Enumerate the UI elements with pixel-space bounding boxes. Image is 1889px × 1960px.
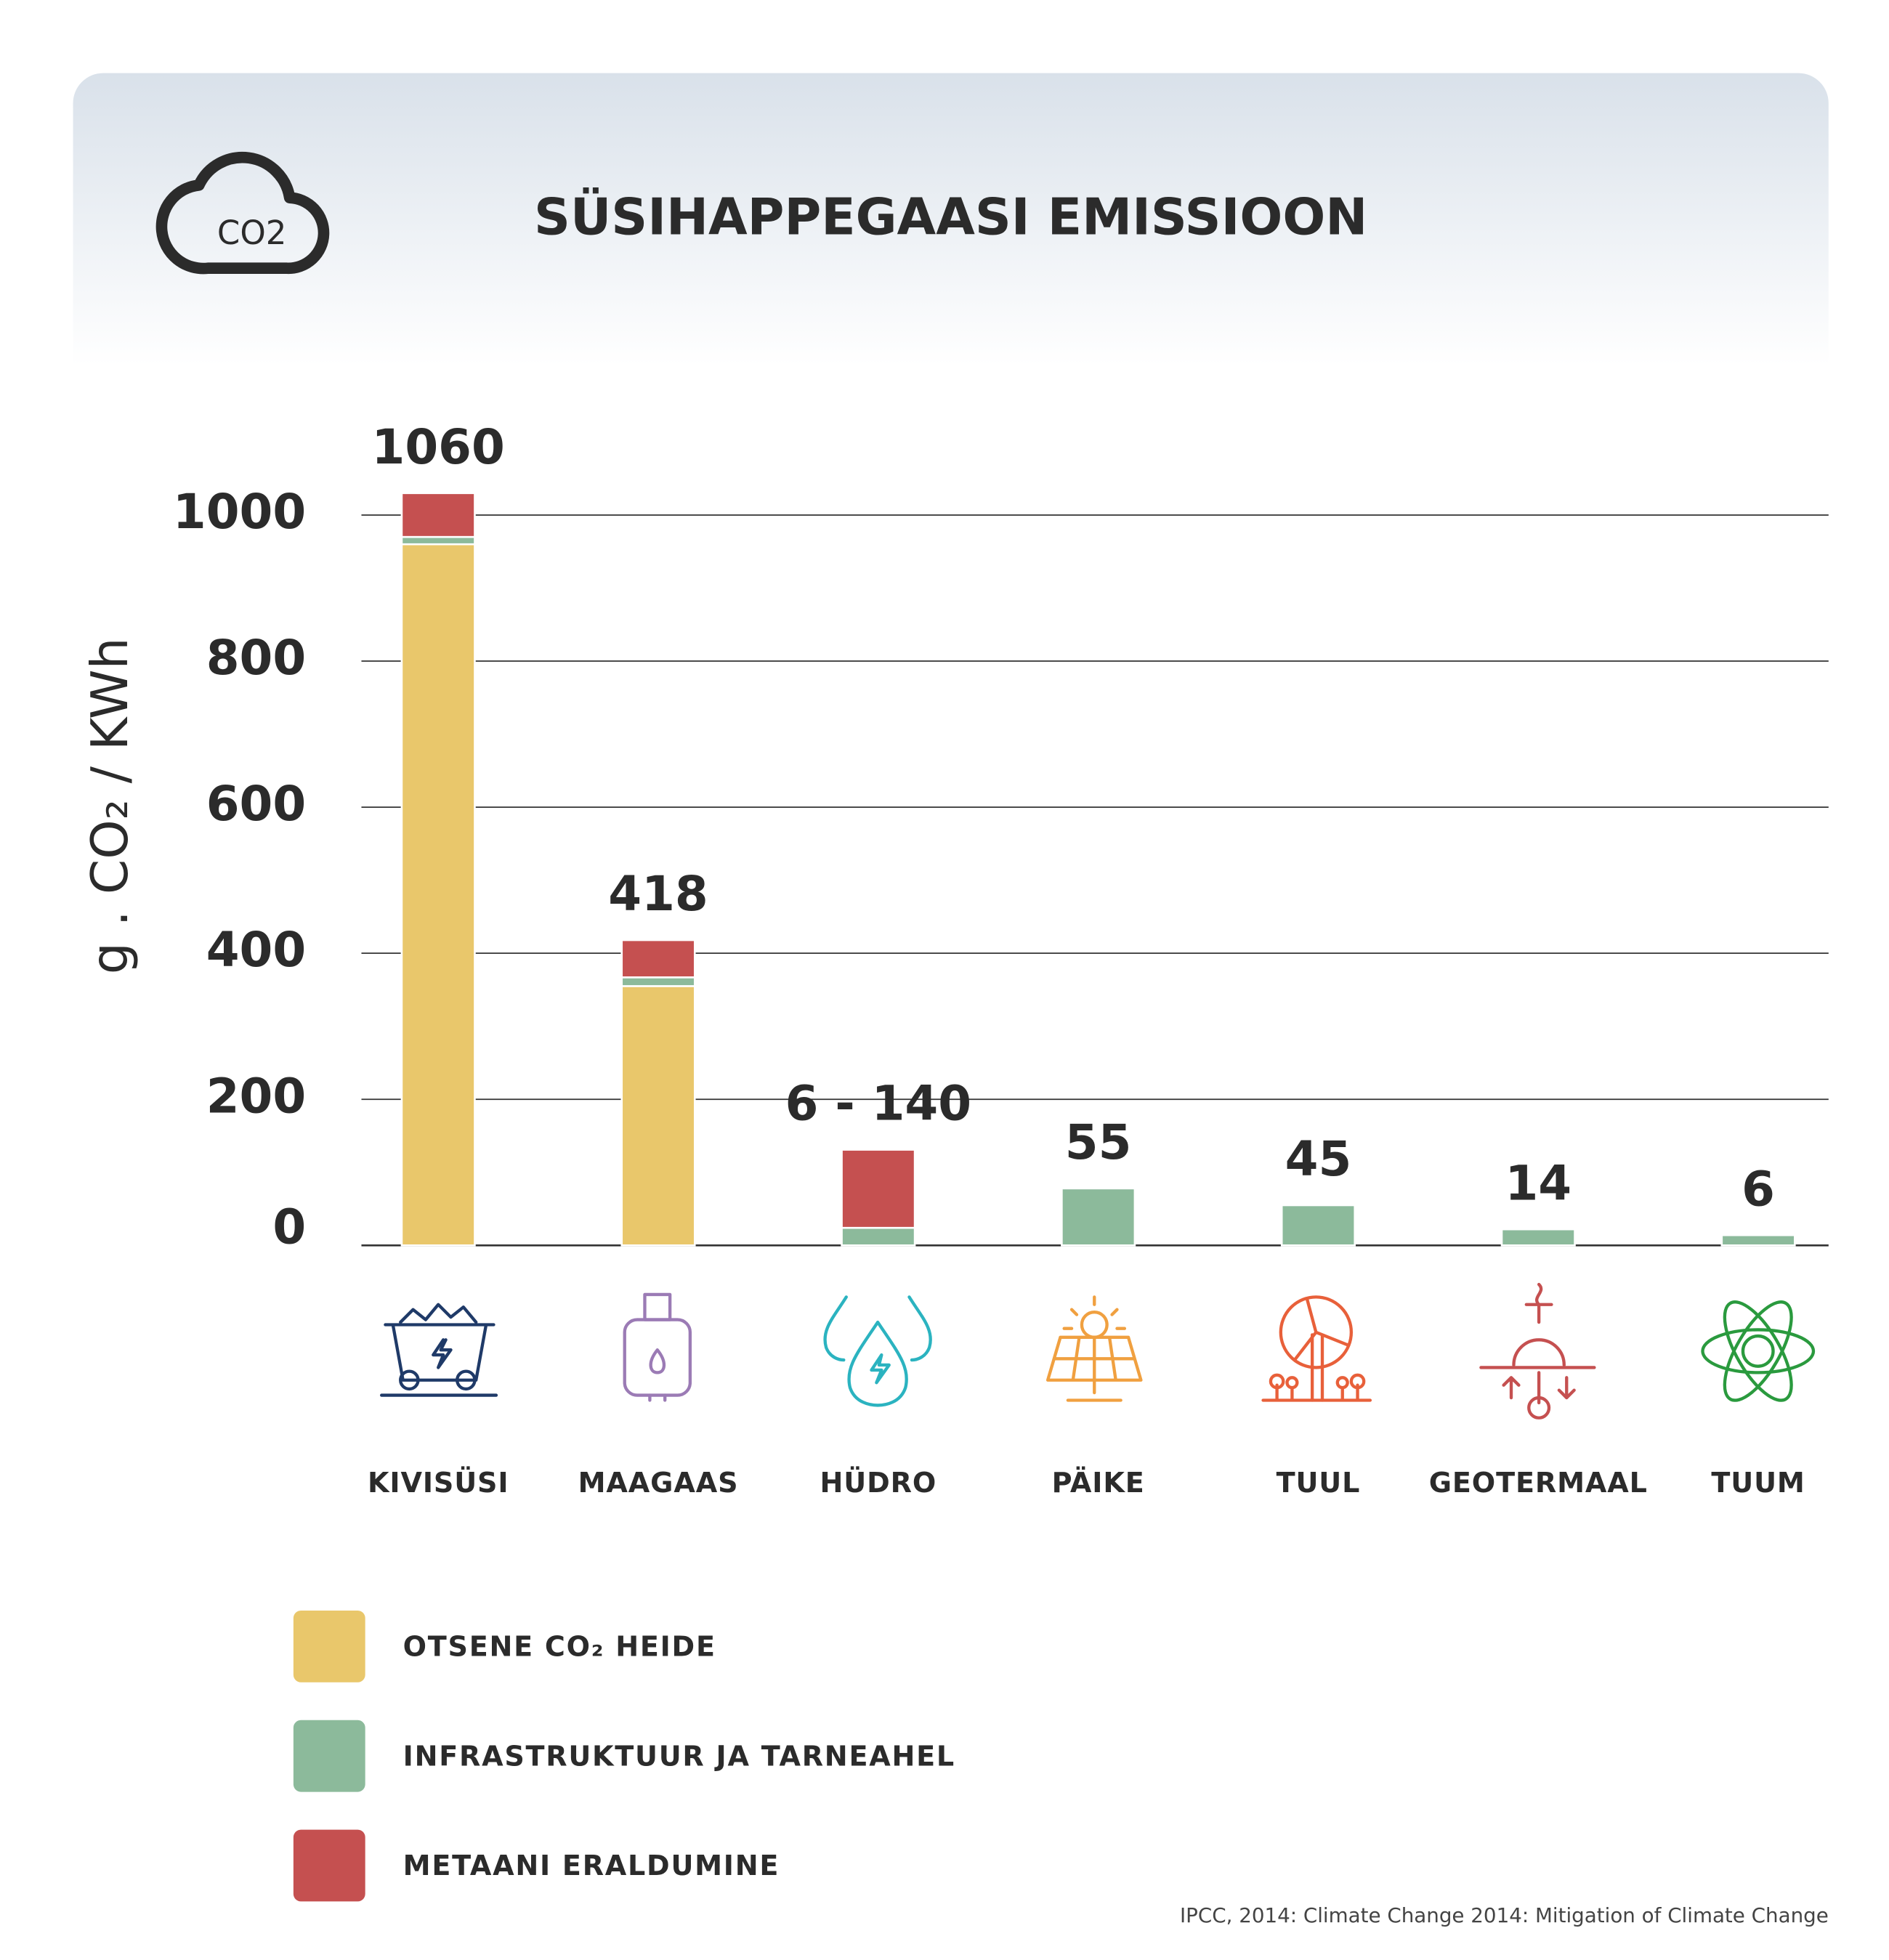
- bar-segment: [841, 1226, 916, 1247]
- cloud-icon: [155, 151, 330, 275]
- legend-label: INFRASTRUKTUUR JA TARNEAHEL: [403, 1740, 955, 1772]
- y-tick-label: 1000: [173, 484, 306, 540]
- gas-icon: [623, 1292, 692, 1402]
- header-card: [73, 73, 1829, 365]
- chart-title: SÜSIHAPPEGAASI EMISSIOON: [534, 187, 1367, 246]
- y-tick-label: 800: [206, 630, 306, 686]
- bar-segment: [620, 939, 696, 979]
- y-tick-label: 200: [206, 1068, 306, 1124]
- bar-segment: [1500, 1228, 1576, 1247]
- x-tick-label: PÄIKE: [1052, 1467, 1145, 1499]
- x-tick-label: GEOTERMAAL: [1429, 1467, 1648, 1499]
- solar-icon: [1045, 1295, 1143, 1402]
- bar-segment: [400, 535, 476, 546]
- x-tick-label: TUUM: [1711, 1467, 1805, 1499]
- total-label: 14: [1505, 1155, 1572, 1211]
- category-icons: [380, 1282, 1816, 1420]
- total-label: 6: [1742, 1161, 1775, 1217]
- x-tick-label: HÜDRO: [820, 1467, 937, 1499]
- x-tick-label: TUUL: [1277, 1467, 1361, 1499]
- bar-segment: [1280, 1204, 1356, 1247]
- bar-segment: [841, 1149, 916, 1229]
- bar-segment: [1720, 1234, 1796, 1247]
- total-label: 418: [608, 866, 708, 922]
- y-tick-label: 0: [272, 1199, 306, 1255]
- total-label: 55: [1065, 1114, 1132, 1170]
- source: IPCC, 2014: Climate Change 2014: Mitigat…: [1180, 1903, 1829, 1927]
- geothermal-icon: [1479, 1282, 1596, 1420]
- bar-segment: [620, 976, 696, 987]
- legend-label: METAANI ERALDUMINE: [403, 1850, 780, 1882]
- y-axis-label: g . CO₂ / KWh: [81, 637, 139, 974]
- hydro-icon: [823, 1295, 932, 1407]
- wind-icon: [1261, 1295, 1372, 1402]
- bar-segment: [1061, 1187, 1136, 1247]
- icon-label: CO2: [217, 214, 287, 252]
- y-tick-label: 400: [206, 922, 306, 978]
- coal-icon: [380, 1303, 498, 1397]
- total-label: 1060: [372, 419, 505, 475]
- total-label: 6 - 140: [785, 1076, 972, 1132]
- legend-swatch: [293, 1610, 365, 1682]
- bar-segment: [400, 492, 476, 538]
- x-tick-label: MAAGAAS: [578, 1467, 739, 1499]
- bar-segment: [400, 543, 476, 1247]
- legend-swatch: [293, 1829, 365, 1902]
- x-tick-label: KIVISÜSI: [368, 1467, 509, 1499]
- y-tick-label: 600: [206, 776, 306, 832]
- legend-label: OTSENE CO₂ HEIDE: [403, 1630, 716, 1662]
- bar-segment: [620, 985, 696, 1247]
- total-label: 45: [1285, 1131, 1352, 1187]
- legend-swatch: [293, 1720, 365, 1792]
- nuclear-icon: [1701, 1300, 1816, 1402]
